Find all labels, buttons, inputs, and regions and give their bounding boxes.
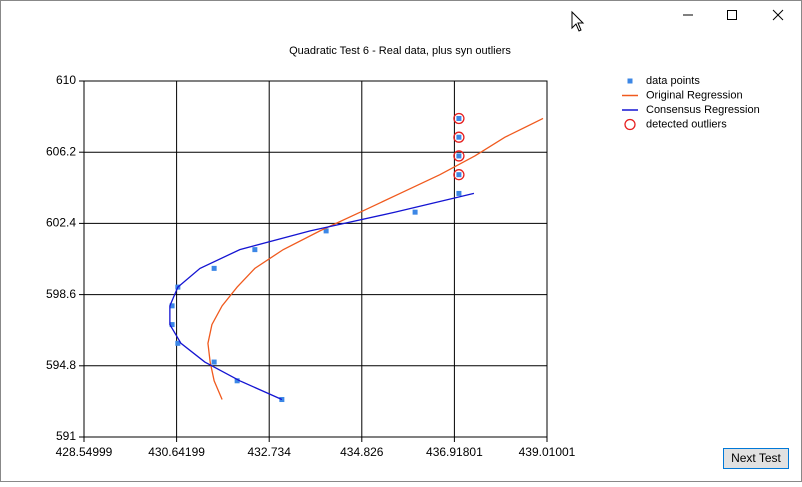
data-point [456, 115, 462, 121]
legend-label: Consensus Regression [646, 104, 760, 116]
data-point [169, 322, 175, 328]
y-tick-label: 610 [56, 73, 76, 87]
data-point [456, 172, 462, 178]
legend-label: data points [646, 75, 700, 87]
regression-line [207, 117, 544, 400]
outlier-marker [453, 131, 465, 143]
data-point [456, 134, 462, 140]
close-button[interactable] [772, 9, 784, 21]
next-test-button[interactable] [723, 448, 789, 469]
data-point [456, 153, 462, 159]
y-tick-label: 606.2 [46, 144, 76, 158]
outlier-marker [453, 150, 465, 162]
cursor [571, 10, 585, 32]
data-point [323, 228, 329, 234]
data-point [211, 265, 217, 271]
x-tick-label: 430.64199 [148, 445, 205, 459]
y-tick-label: 594.8 [46, 358, 76, 372]
data-point [211, 359, 217, 365]
legend-swatch [624, 118, 636, 131]
x-tick-label: 434.826 [340, 445, 384, 459]
y-tick-label: 598.6 [46, 287, 76, 301]
x-tick-label: 428.54999 [56, 445, 113, 459]
legend-swatch [627, 78, 633, 84]
button-label[interactable]: Next Test [731, 451, 781, 465]
data-point [175, 340, 181, 346]
y-tick-label: 602.4 [46, 216, 76, 230]
maximize-button[interactable] [727, 10, 737, 20]
y-tick-label: 591 [56, 429, 76, 443]
legend-label: Original Regression [646, 89, 743, 101]
plot-border [83, 80, 548, 438]
outlier-marker [453, 169, 465, 181]
data-point [169, 303, 175, 309]
x-tick-label: 432.734 [248, 445, 292, 459]
regression-line [169, 192, 475, 401]
outlier-marker [453, 112, 465, 125]
x-tick-label: 439.01001 [519, 445, 576, 459]
data-point [252, 247, 258, 253]
legend-label: detected outliers [646, 118, 727, 130]
x-tick-label: 436.91801 [426, 445, 483, 459]
chart-title: Quadratic Test 6 - Real data, plus syn o… [289, 45, 511, 57]
data-point [234, 378, 240, 384]
data-point [412, 209, 418, 215]
data-point [456, 190, 462, 196]
